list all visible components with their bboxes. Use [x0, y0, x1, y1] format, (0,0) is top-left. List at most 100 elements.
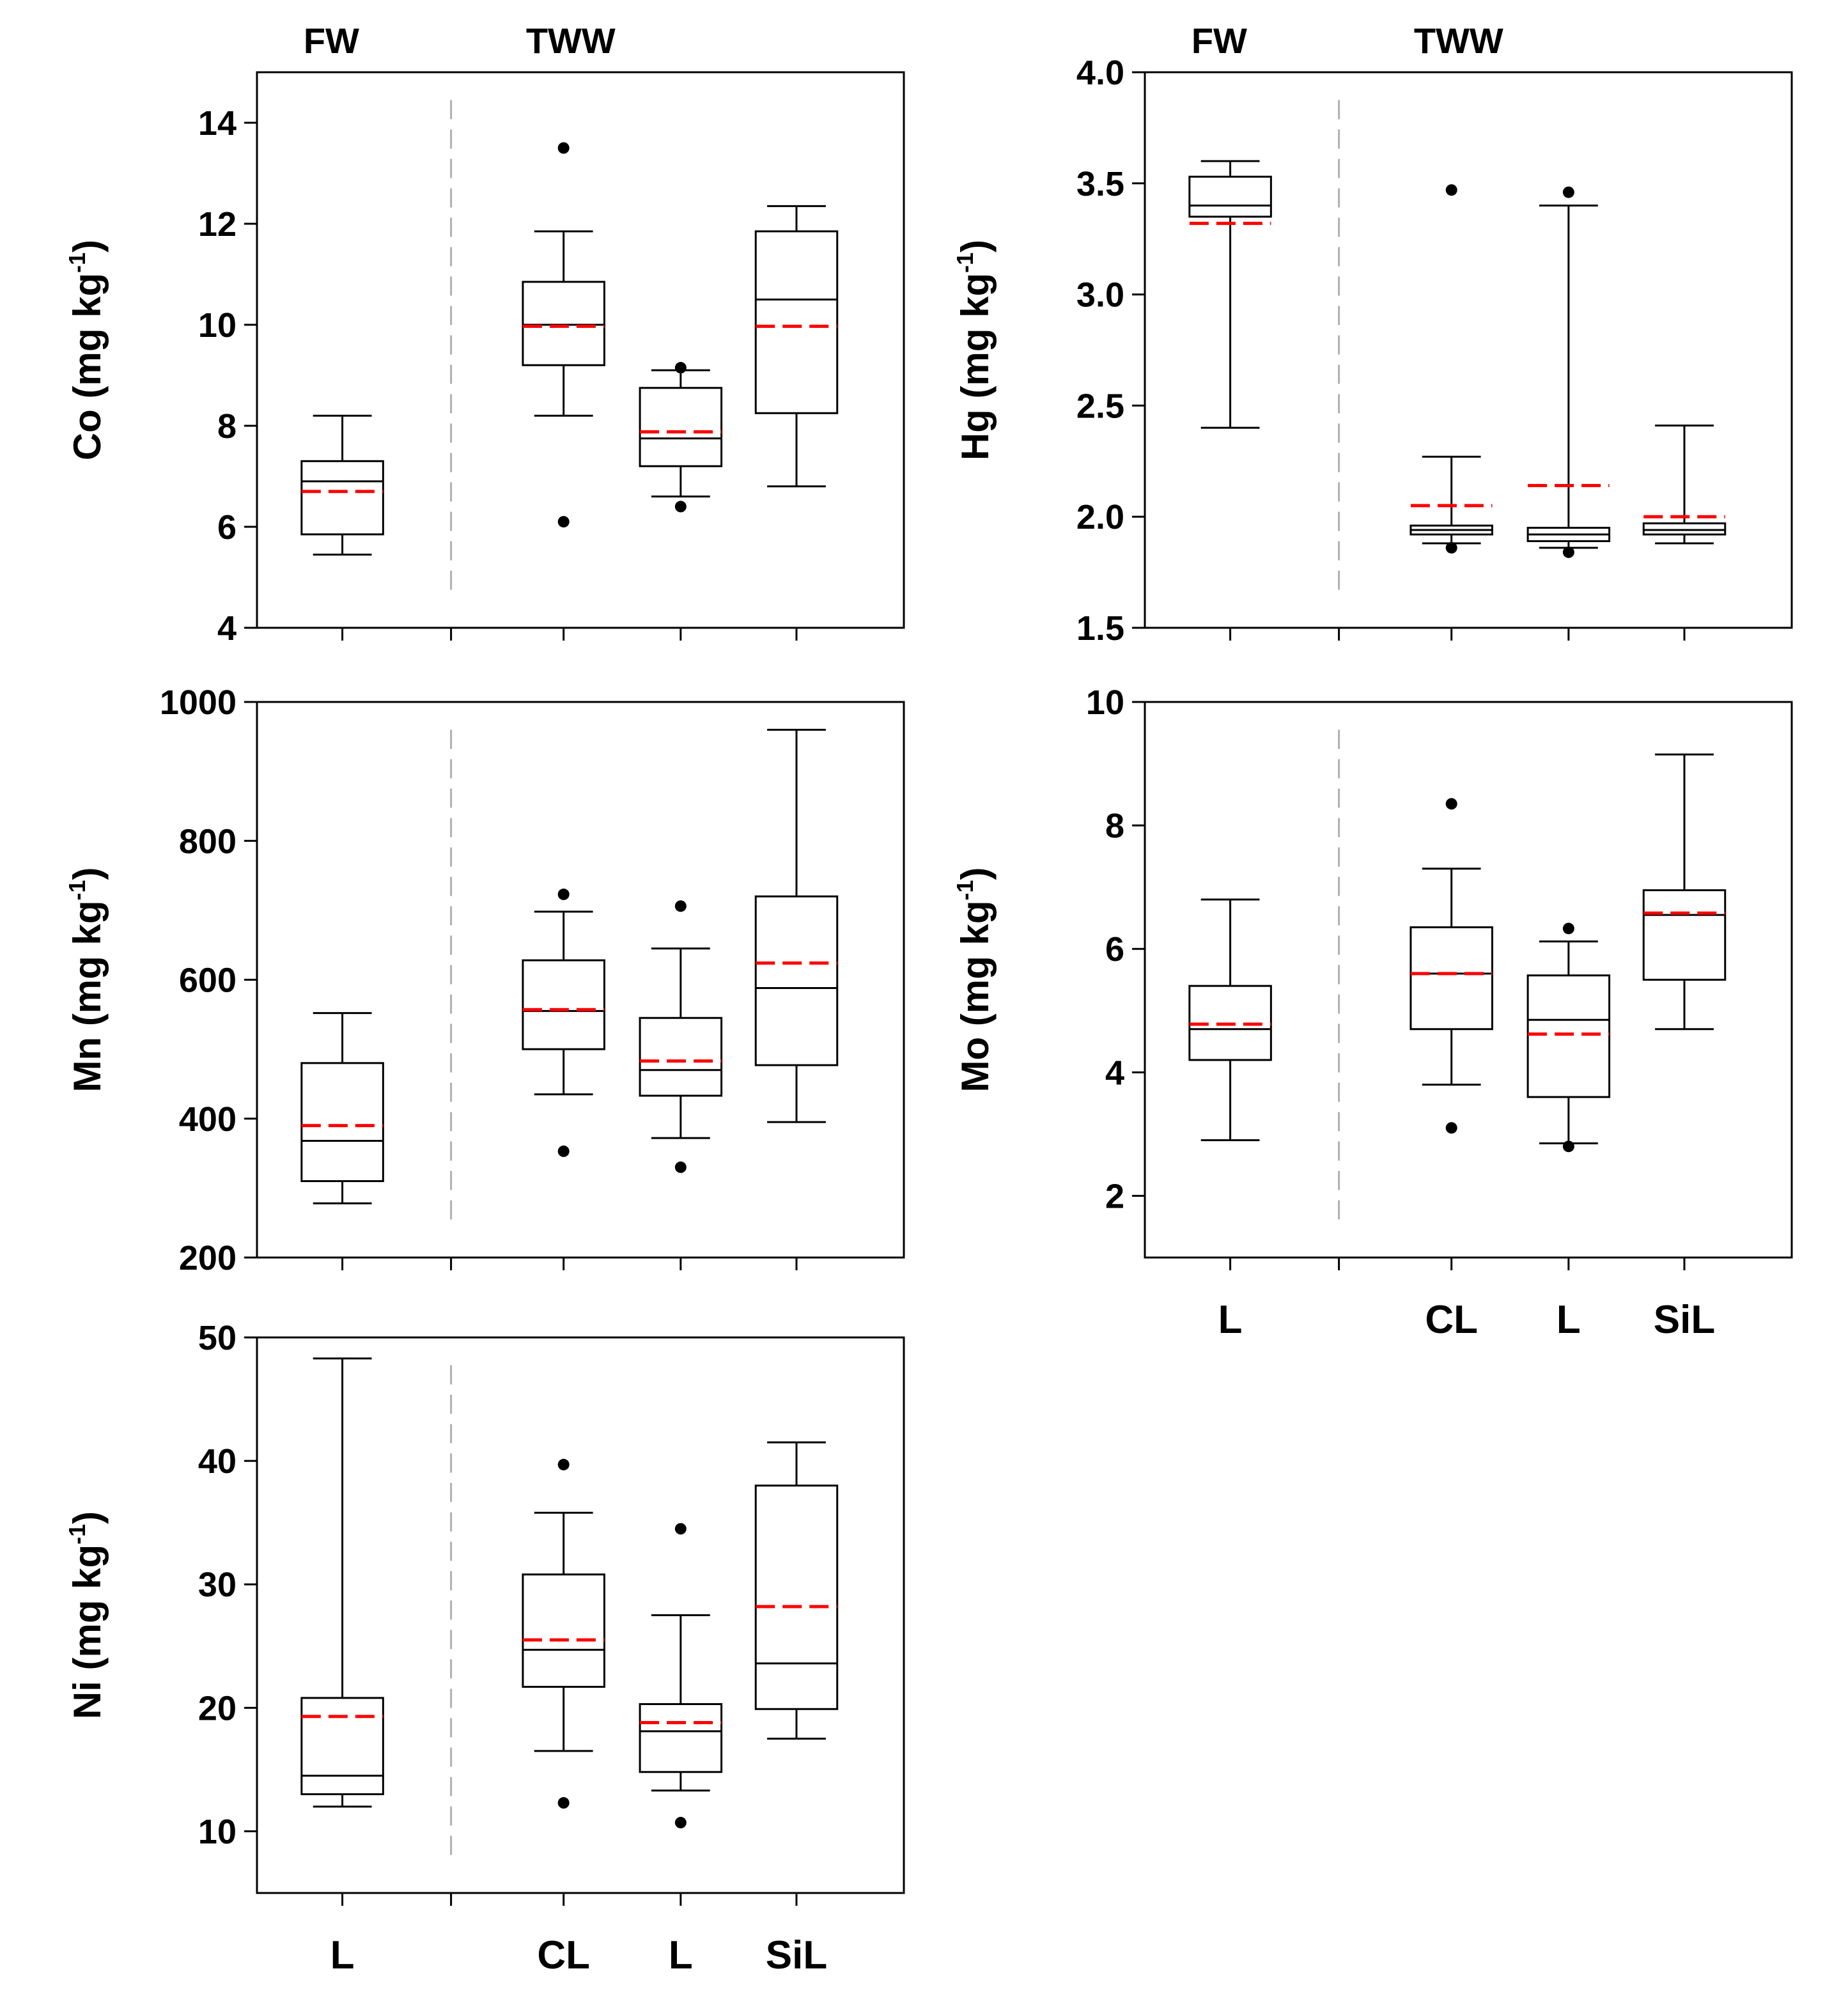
y-tick-label: 3.5	[1076, 165, 1124, 203]
outlier-point	[674, 1523, 687, 1535]
y-tick-label: 600	[179, 962, 237, 1000]
box-l-fw	[1188, 160, 1272, 429]
box-l-fw	[300, 1012, 384, 1204]
iqr-box	[639, 1703, 723, 1773]
outlier-point	[1562, 1141, 1574, 1153]
y-tick-label: 3.0	[1076, 276, 1124, 315]
y-tick-label: 8	[217, 407, 237, 446]
box-cl-tww	[522, 1458, 605, 1809]
box-l-fw	[300, 1357, 384, 1808]
iqr-box	[1642, 522, 1727, 536]
y-axis-label: Co (mg kg-1)	[64, 240, 109, 460]
y-axis-label: Mn (mg kg-1)	[64, 868, 109, 1093]
panel-mo: 2 4 6 8 10 Mo (mg kg-1) L CL L SiL	[952, 683, 1793, 1342]
plot-frame	[1144, 71, 1793, 629]
iqr-box	[522, 1573, 605, 1688]
box-cl-tww	[1409, 184, 1493, 554]
box-l-tww	[639, 900, 723, 1173]
y-tick-label: 800	[179, 822, 237, 861]
y-tick-label: 1000	[160, 683, 237, 722]
category-label: L	[1557, 1298, 1581, 1342]
y-tick-label: 2.0	[1076, 498, 1124, 536]
outlier-point	[1562, 923, 1574, 935]
outlier-point	[1445, 541, 1457, 554]
outlier-point	[1445, 184, 1457, 196]
y-tick-label: 6	[217, 508, 237, 547]
outlier-point	[674, 501, 687, 513]
outlier-point	[674, 1816, 687, 1828]
category-label: CL	[1425, 1298, 1478, 1342]
y-tick-label: 6	[1105, 930, 1124, 969]
box-l-fw	[1188, 898, 1272, 1142]
iqr-box	[522, 959, 605, 1050]
y-tick-label: 8	[1105, 807, 1124, 845]
y-axis-label: Ni (mg kg-1)	[64, 1511, 109, 1719]
box-l-tww	[639, 362, 723, 513]
y-tick-label: 400	[179, 1100, 237, 1139]
category-label: SiL	[1654, 1298, 1715, 1342]
box-l-tww	[639, 1523, 723, 1828]
outlier-point	[1445, 1122, 1457, 1134]
iqr-box	[300, 1062, 384, 1183]
outlier-point	[557, 142, 570, 154]
outlier-point	[557, 888, 570, 900]
y-tick-label: 4	[1105, 1054, 1124, 1092]
y-tick-label: 1.5	[1076, 609, 1124, 648]
iqr-box	[1409, 926, 1493, 1031]
outlier-point	[557, 1458, 570, 1470]
iqr-box	[1642, 889, 1727, 981]
category-label: L	[1218, 1298, 1243, 1342]
category-label: L	[669, 1933, 693, 1977]
category-label: SiL	[766, 1933, 827, 1977]
group-label-tww: TWW	[526, 20, 616, 61]
plot-frame	[1144, 701, 1793, 1259]
outlier-point	[674, 1161, 687, 1173]
y-tick-label: 4	[217, 609, 237, 648]
y-tick-label: 200	[179, 1239, 237, 1277]
box-l-fw	[300, 414, 384, 556]
panel-co: 4 6 8 10 12 14 Co (mg kg-1) FW TWW	[64, 20, 905, 648]
y-tick-label: 10	[1086, 683, 1124, 722]
y-tick-label: 50	[198, 1319, 237, 1357]
box-sil-tww	[754, 1441, 839, 1740]
panel-ni: 10 20 30 40 50 Ni (mg kg-1) L CL L SiL	[64, 1319, 905, 1977]
iqr-box	[639, 387, 723, 467]
y-tick-label: 40	[198, 1442, 237, 1481]
box-l-tww	[1526, 186, 1611, 558]
outlier-point	[557, 1797, 570, 1809]
iqr-box	[1526, 974, 1611, 1098]
group-label-fw: FW	[1192, 20, 1247, 61]
iqr-box	[754, 230, 839, 414]
outlier-point	[557, 1145, 570, 1157]
plot-frame	[256, 1336, 905, 1894]
y-tick-label: 10	[198, 306, 237, 345]
box-sil-tww	[754, 728, 839, 1123]
category-label: CL	[537, 1933, 590, 1977]
outlier-point	[557, 516, 570, 528]
y-tick-label: 12	[198, 205, 237, 244]
y-tick-label: 2	[1105, 1177, 1124, 1215]
iqr-box	[300, 1697, 384, 1796]
box-cl-tww	[1409, 798, 1493, 1134]
outlier-point	[674, 900, 687, 912]
box-cl-tww	[522, 142, 605, 528]
y-tick-label: 10	[198, 1812, 237, 1851]
box-cl-tww	[522, 888, 605, 1157]
box-sil-tww	[1642, 753, 1727, 1031]
y-tick-label: 2.5	[1076, 387, 1124, 425]
panel-hg: 1.5 2.0 2.5 3.0 3.5 4.0 Hg (mg kg-1) FW TWW	[952, 20, 1793, 648]
iqr-box	[1188, 175, 1272, 218]
y-tick-label: 20	[198, 1689, 237, 1727]
box-l-tww	[1526, 923, 1611, 1153]
y-tick-label: 30	[198, 1566, 237, 1604]
iqr-box	[754, 895, 839, 1066]
plot-frame	[256, 71, 905, 629]
iqr-box	[522, 281, 605, 366]
y-axis-label: Mo (mg kg-1)	[952, 868, 997, 1093]
box-sil-tww	[1642, 425, 1727, 545]
iqr-box	[300, 460, 384, 536]
y-tick-label: 14	[198, 104, 237, 143]
y-tick-label: 4.0	[1076, 54, 1124, 92]
iqr-box	[754, 1484, 839, 1710]
